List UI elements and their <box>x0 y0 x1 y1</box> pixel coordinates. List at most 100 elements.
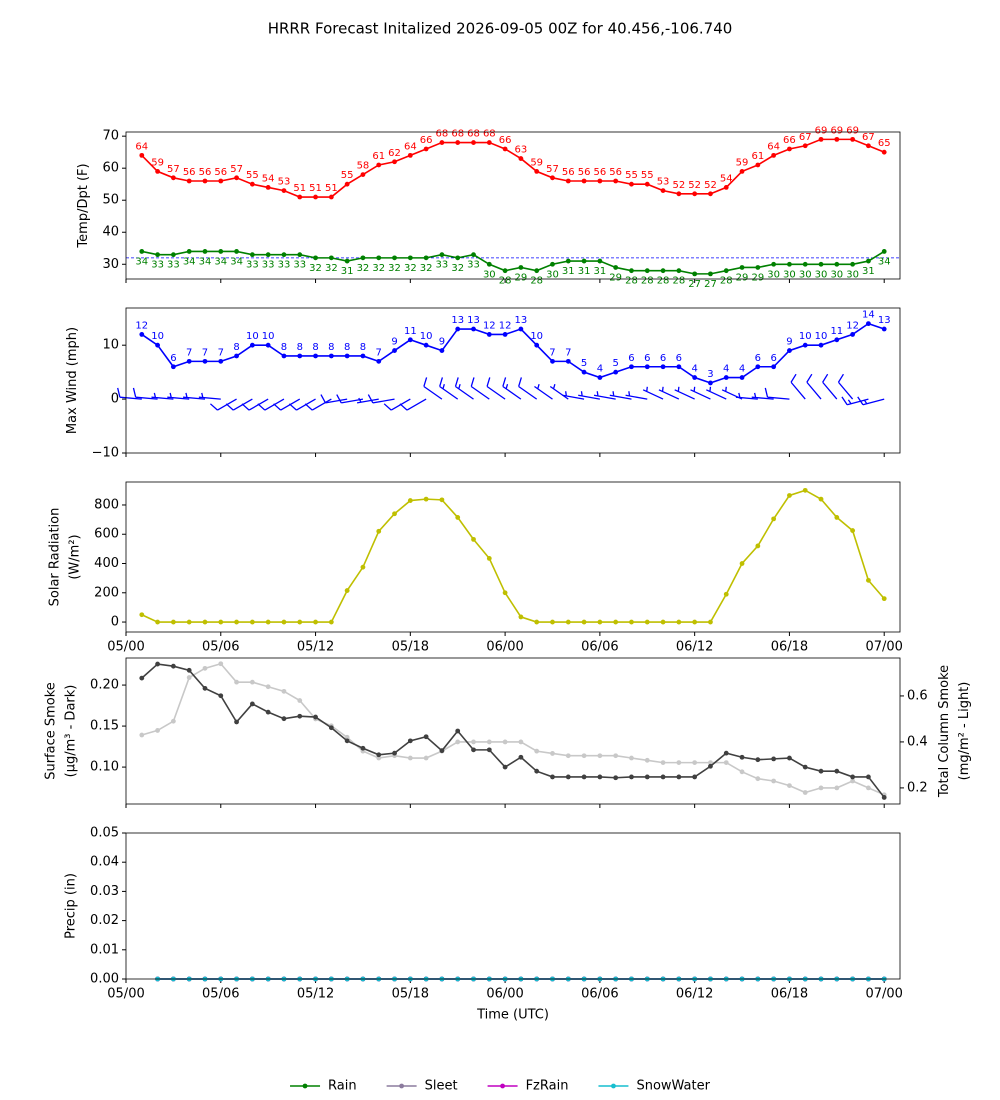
point <box>423 734 429 740</box>
data-label: 10 <box>246 331 259 342</box>
point <box>328 353 334 359</box>
point <box>613 775 619 781</box>
y-tick-label: 200 <box>94 585 119 600</box>
data-label: 32 <box>372 263 385 274</box>
wind-barb <box>609 391 632 400</box>
data-label: 51 <box>293 183 306 194</box>
point <box>234 249 239 254</box>
point <box>850 332 856 337</box>
data-label: 32 <box>420 263 433 274</box>
y-tick-label: 0.04 <box>90 855 119 870</box>
series-line <box>141 489 885 623</box>
data-label: 69 <box>846 125 859 136</box>
y2-axis-label: Total Column Smoke <box>937 665 952 798</box>
point <box>818 342 824 348</box>
point <box>376 358 382 364</box>
y2-tick-label: 0.2 <box>907 780 928 795</box>
wind-barb <box>167 392 190 400</box>
y-axis-label: Precip (in) <box>64 873 79 939</box>
data-label: 7 <box>565 347 571 358</box>
data-label: 34 <box>199 256 212 267</box>
point <box>392 348 397 353</box>
point <box>723 760 729 766</box>
point <box>392 750 397 756</box>
point <box>834 136 840 142</box>
y-axis-label: Surface Smoke <box>44 682 59 780</box>
point <box>392 255 397 261</box>
y-tick-label: 0 <box>111 615 119 630</box>
point <box>755 776 761 782</box>
point <box>439 140 445 145</box>
point <box>218 619 224 625</box>
axes-frame <box>125 832 901 980</box>
data-label: 8 <box>360 342 366 353</box>
point <box>613 178 619 184</box>
point <box>518 326 524 332</box>
data-label: 66 <box>499 135 512 146</box>
point <box>660 364 666 370</box>
point <box>881 326 887 332</box>
data-label: 6 <box>170 353 176 364</box>
point <box>534 342 540 348</box>
data-label: 11 <box>404 326 417 337</box>
point <box>407 755 413 761</box>
data-label: 64 <box>135 141 148 152</box>
point <box>850 136 856 142</box>
point <box>692 191 698 197</box>
point <box>534 268 540 274</box>
data-label: 56 <box>199 167 212 178</box>
point <box>423 255 429 261</box>
figure-title: HRRR Forecast Initalized 2026-09-05 00Z … <box>268 20 733 38</box>
point <box>613 369 619 375</box>
point <box>297 194 303 200</box>
point <box>802 790 808 795</box>
point <box>787 348 792 353</box>
point <box>834 515 840 520</box>
point <box>202 619 208 625</box>
data-label: 61 <box>372 151 385 162</box>
point <box>644 364 650 370</box>
data-label: 28 <box>625 276 638 287</box>
point <box>486 555 492 561</box>
point <box>850 774 856 780</box>
wind-barb <box>857 396 885 406</box>
wind-barb <box>790 373 806 400</box>
data-label: 30 <box>846 269 859 280</box>
legend-marker <box>500 1083 505 1089</box>
data-label: 7 <box>202 347 208 358</box>
point <box>866 577 871 583</box>
data-label: 33 <box>278 260 291 271</box>
point <box>297 619 303 625</box>
point <box>297 698 303 703</box>
point <box>249 342 255 348</box>
x-tick-label: 05/06 <box>202 640 239 655</box>
legend-label: Sleet <box>425 1079 458 1094</box>
data-label: 13 <box>467 315 480 326</box>
point <box>407 152 413 158</box>
data-label: 59 <box>151 157 164 168</box>
y-tick-label: 0.01 <box>90 942 119 957</box>
data-label: 10 <box>799 331 812 342</box>
data-label: 32 <box>451 263 464 274</box>
point <box>565 358 571 364</box>
data-label: 55 <box>341 170 354 181</box>
point <box>297 713 303 719</box>
point <box>155 661 160 667</box>
point <box>597 753 603 759</box>
data-label: 56 <box>562 167 575 178</box>
wind-barb <box>356 397 379 404</box>
point <box>692 271 698 277</box>
data-label: 52 <box>688 180 701 191</box>
wind-barb <box>562 391 585 400</box>
point <box>708 619 713 625</box>
point <box>534 619 540 625</box>
data-label: 4 <box>597 364 603 375</box>
y-tick-label: −10 <box>92 446 119 461</box>
x-tick-label: 05/12 <box>297 987 334 1002</box>
x-tick-label: 06/06 <box>581 987 618 1002</box>
data-label: 51 <box>309 183 322 194</box>
point <box>550 774 555 780</box>
point <box>550 261 555 267</box>
point <box>629 619 634 625</box>
point <box>186 249 192 254</box>
